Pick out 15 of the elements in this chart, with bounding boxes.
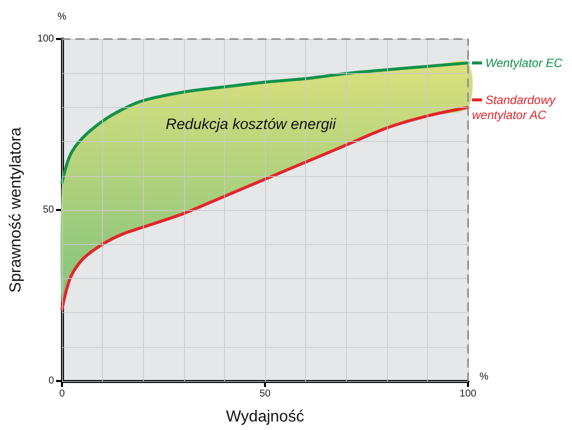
x-axis-title: Wydajność — [226, 408, 304, 426]
x-tick-label: 0 — [59, 388, 66, 400]
y-axis-title: Sprawność wentylatora — [8, 127, 24, 293]
legend-label: Standardowy wentylator AC — [472, 92, 559, 122]
x-tick-label: 100 — [460, 388, 477, 400]
x-tick-label: 50 — [259, 388, 271, 400]
y-tick-label: 0 — [48, 376, 54, 386]
annotation: Redukcja kosztów energii — [166, 116, 336, 133]
legend-label: Wentylator EC — [482, 56, 563, 70]
line-series — [60, 106, 470, 311]
text: % — [58, 12, 67, 22]
line-series — [60, 61, 470, 184]
text: % — [480, 372, 489, 382]
y-tick-label: 100 — [37, 34, 54, 44]
y-tick-label: 50 — [42, 204, 54, 216]
